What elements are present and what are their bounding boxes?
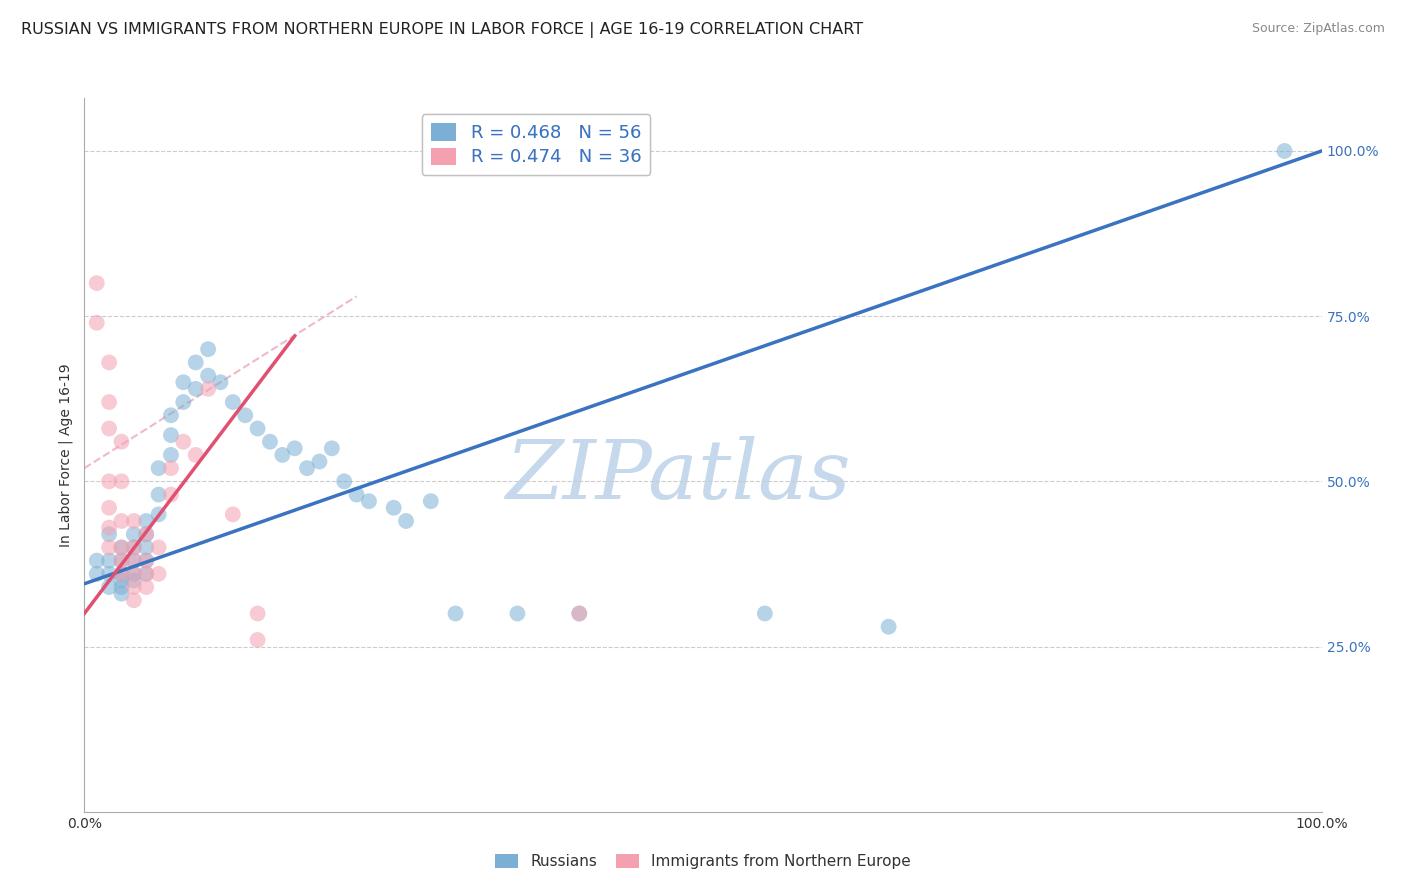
Point [172,395,194,409]
Point [110,587,132,601]
Point [160,448,183,462]
Point [135,527,157,541]
Point [122,566,145,581]
Point [172,434,194,449]
Point [110,514,132,528]
Point [122,541,145,555]
Point [110,580,132,594]
Point [321,442,343,456]
Y-axis label: In Labor Force | Age 16-19: In Labor Force | Age 16-19 [59,363,73,547]
Point [98,566,121,581]
Point [284,442,307,456]
Point [122,593,145,607]
Point [148,566,170,581]
Point [160,409,183,423]
Point [110,566,132,581]
Point [135,554,157,568]
Point [110,554,132,568]
Point [148,461,170,475]
Point [122,566,145,581]
Legend: R = 0.468   N = 56, R = 0.474   N = 36: R = 0.468 N = 56, R = 0.474 N = 36 [422,114,650,176]
Point [197,368,219,383]
Legend: Russians, Immigrants from Northern Europe: Russians, Immigrants from Northern Europ… [489,847,917,875]
Point [98,554,121,568]
Point [135,566,157,581]
Point [110,475,132,489]
Point [98,520,121,534]
Point [754,607,776,621]
Point [184,382,207,396]
Point [122,554,145,568]
Point [184,355,207,369]
Point [222,395,245,409]
Point [160,428,183,442]
Point [122,574,145,588]
Point [98,355,121,369]
Point [184,448,207,462]
Point [148,487,170,501]
Text: RUSSIAN VS IMMIGRANTS FROM NORTHERN EUROPE IN LABOR FORCE | AGE 16-19 CORRELATIO: RUSSIAN VS IMMIGRANTS FROM NORTHERN EURO… [21,22,863,38]
Point [135,527,157,541]
Point [271,448,294,462]
Point [98,527,121,541]
Point [122,527,145,541]
Point [98,580,121,594]
Text: ZIPatlas: ZIPatlas [506,436,851,516]
Point [295,461,318,475]
Point [246,421,269,435]
Point [122,580,145,594]
Point [110,541,132,555]
Point [382,500,405,515]
Point [86,566,108,581]
Point [110,566,132,581]
Point [246,632,269,647]
Point [877,620,900,634]
Point [209,376,232,390]
Point [197,342,219,356]
Point [506,607,529,621]
Point [172,376,194,390]
Point [135,566,157,581]
Point [395,514,418,528]
Text: Source: ZipAtlas.com: Source: ZipAtlas.com [1251,22,1385,36]
Point [346,487,368,501]
Point [98,541,121,555]
Point [98,395,121,409]
Point [122,541,145,555]
Point [110,541,132,555]
Point [197,382,219,396]
Point [110,434,132,449]
Point [122,514,145,528]
Point [233,409,256,423]
Point [110,574,132,588]
Point [135,541,157,555]
Point [122,554,145,568]
Point [222,508,245,522]
Point [135,580,157,594]
Point [86,276,108,290]
Point [357,494,380,508]
Point [1274,144,1296,158]
Point [160,487,183,501]
Point [568,607,591,621]
Point [86,316,108,330]
Point [135,514,157,528]
Point [333,475,356,489]
Point [444,607,467,621]
Point [419,494,441,508]
Point [160,461,183,475]
Point [110,554,132,568]
Point [148,541,170,555]
Point [98,475,121,489]
Point [308,454,330,468]
Point [86,554,108,568]
Point [148,508,170,522]
Point [259,434,281,449]
Point [98,421,121,435]
Point [98,500,121,515]
Point [568,607,591,621]
Point [135,554,157,568]
Point [246,607,269,621]
